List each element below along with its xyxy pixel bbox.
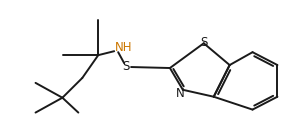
Text: NH: NH: [115, 41, 133, 54]
Text: N: N: [176, 87, 184, 100]
Text: S: S: [200, 36, 207, 49]
Text: S: S: [122, 60, 129, 73]
